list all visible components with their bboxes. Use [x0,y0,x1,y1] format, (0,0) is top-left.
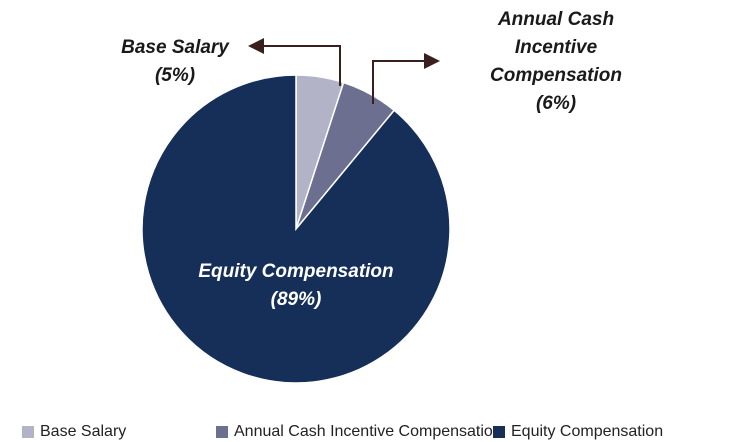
legend-item: Annual Cash Incentive Compensation [216,423,502,441]
legend-swatch [22,426,34,438]
legend-label: Equity Compensation [511,423,664,440]
slice-label: Base Salary (5%) [85,34,265,90]
legend-item: Equity Compensation [493,423,663,441]
legend-label: Annual Cash Incentive Compensation [234,423,502,440]
slice-label: Annual Cash Incentive Compensation (6%) [456,6,656,118]
legend-swatch [216,426,228,438]
slice-label: Equity Compensation (89%) [186,258,406,314]
slice-label-value: (5%) [154,65,196,86]
slice-label-value: (89%) [270,289,322,310]
legend: Base Salary Annual Cash Incentive Compens… [0,423,732,442]
leader-line [248,38,341,86]
slice-label-name: Equity Compensation [198,261,394,282]
slice-label-name: Annual Cash Incentive Compensation [490,9,622,86]
legend-swatch [493,426,505,438]
pie-slice [141,74,451,384]
slice-label-name: Base Salary [121,37,229,58]
leader-line [372,53,440,104]
legend-item: Base Salary [22,423,126,441]
legend-label: Base Salary [40,423,127,440]
slice-label-value: (6%) [535,93,577,114]
